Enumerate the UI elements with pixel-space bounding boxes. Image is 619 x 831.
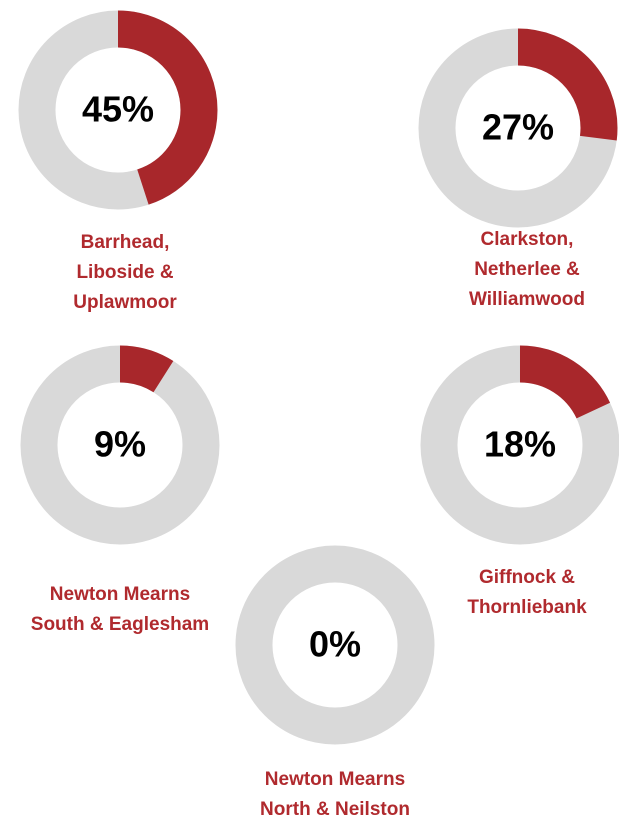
center-label: 18% (484, 424, 556, 465)
donut-title: Giffnock & (479, 567, 575, 588)
donut-title: South & Eaglesham (31, 614, 209, 635)
center-label: 9% (94, 424, 146, 465)
donut-title: Liboside & (76, 262, 173, 283)
donut-title: Williamwood (469, 289, 585, 310)
donut-title: Uplawmoor (73, 292, 177, 313)
donut-title: Clarkston, (481, 229, 574, 250)
donut-arc (418, 28, 618, 228)
center-label: 27% (482, 107, 554, 148)
center-label: 45% (82, 89, 154, 130)
donut-title: Barrhead, (81, 232, 170, 253)
donut-title: Thornliebank (467, 597, 587, 618)
donut-title: Newton Mearns (50, 584, 190, 605)
donut-arc (18, 10, 218, 210)
donut-chart: 9% Newton Mearns South & Eaglesham (20, 345, 220, 635)
center-label: 0% (309, 624, 361, 665)
donut-arc (20, 345, 220, 545)
donut-chart: 45% Barrhead, Liboside & Uplawmoor (18, 10, 218, 313)
donut-chart: 27% Clarkston, Netherlee & Williamwood (418, 28, 618, 310)
donut-title: Newton Mearns (265, 769, 405, 790)
donut-arc (420, 345, 619, 545)
donut-track (235, 545, 435, 745)
donut-title: Netherlee & (474, 259, 580, 280)
donut-chart: 18% Giffnock & Thornliebank (420, 345, 619, 618)
donut-chart: 0% Newton Mearns North & Neilston (235, 545, 435, 820)
donut-title: North & Neilston (260, 799, 410, 820)
